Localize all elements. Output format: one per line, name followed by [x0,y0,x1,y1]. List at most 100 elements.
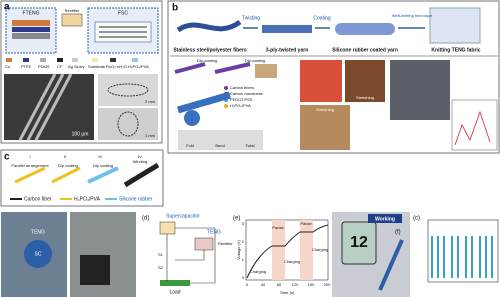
outline [117,111,139,137]
fiber [51,166,81,184]
cross-section [184,110,200,126]
panel-label: (f) [395,230,401,236]
tick-label: 80 [277,282,282,287]
label: Fold [186,143,194,148]
legend-label: PEDOT:PSS [230,97,253,102]
panel-e: (e) Pause Pause Charging Charging Chargi… [233,216,331,295]
legend-label: CF [57,64,63,69]
tick-label: 3 [242,221,245,226]
tick-label: 160 [308,282,315,287]
stage: II [64,154,66,159]
legend-label: Substrate [88,64,106,69]
label: TENG [207,229,221,235]
label: Stretching [356,95,374,100]
tick-label: 2 [242,239,245,244]
label: Twist [245,143,255,148]
photo-detail [80,255,110,285]
fiber [14,166,46,184]
legend-label: PDMS [38,64,50,69]
display [341,221,377,265]
label: FTENG [23,10,40,16]
device [24,240,52,268]
step: Parallel arrangement [11,163,49,168]
curve [454,110,491,146]
photo [300,60,342,102]
tick-label: 0 [246,282,249,287]
legend-label: Silicone rubber [119,196,153,202]
scale-bar: 1 mm [145,133,156,138]
fiber [378,239,404,291]
material: Silicone rubber coated yarn [332,47,398,53]
load [160,280,190,286]
label: Charging [312,247,328,252]
voltage-curve [246,224,329,279]
panel-f: 12 Working (f) [332,212,410,297]
fabric [429,7,481,44]
legend-label: H₃PO₄/PVA [230,103,251,108]
stage: IV [138,154,142,159]
fiber [174,62,251,74]
panel-label: (d) [142,216,149,222]
swatch [110,58,116,62]
label: Dip-coating [245,58,265,63]
plot-area [245,219,329,281]
panel-label: (e) [233,216,240,222]
tick-label: 120 [292,282,299,287]
legend-label: Ag Slurry [68,64,84,69]
photo [390,60,450,120]
step: Winding [133,159,147,164]
swatch [72,58,78,62]
swatch [92,58,98,62]
wire [166,227,216,284]
label: Pause [300,221,312,226]
display-digits: 12 [350,234,368,251]
yarn [177,91,231,114]
panel-a: a FTENG Rectifier FSC Cu PTFE PDMS CF Ag… [0,0,163,144]
photo [300,105,350,150]
label: S2 [158,265,164,270]
label: Stretching [316,107,334,112]
scale-bar: 100 μm [72,131,89,137]
axis-label: Voltage (V) [236,239,241,259]
label: Dip-coating [197,58,217,63]
capacitor [159,221,176,235]
fabric [255,64,277,78]
label: S1 [158,252,164,257]
panel-d: (d) Supercapacitor TENG Rectifier Load S… [142,213,233,295]
label: FSC [118,10,128,16]
label: Load [169,289,180,295]
scale-bar: 2 mm [145,99,156,104]
panel-label: c [4,152,10,163]
label: Charging [284,259,300,264]
pause-band [272,220,285,280]
fibers [176,19,242,33]
step: Weft-knitting technique [392,13,433,18]
panel-c: c I II III IV Parallel arrangement Dip c… [0,149,164,207]
material: Knitting TENG fabric [431,47,480,53]
photo [98,108,158,140]
label: Working [375,216,395,222]
panel-label: a [4,2,10,13]
legend-label: Carbon fiber [24,196,52,202]
swatch [224,86,228,90]
badge [368,214,402,223]
rectifier [194,237,214,251]
legend-label: H₃PO₄/PVA [128,64,149,69]
label: SC [35,251,42,257]
pause-band [300,220,313,280]
rectifier-box [61,13,83,27]
tick-label: 200 [324,282,331,287]
label: TENG [31,229,45,235]
step: Dip coating [93,163,113,168]
fiber [87,166,119,184]
step: Twisting [242,15,260,21]
label: Bend [215,143,224,148]
legend-label: Cu [5,64,10,69]
plot [451,99,498,151]
swatch [23,58,29,62]
coated-yarn [335,23,395,35]
label: Rectifier [218,241,233,246]
swatch [6,58,12,62]
photo [345,60,385,102]
